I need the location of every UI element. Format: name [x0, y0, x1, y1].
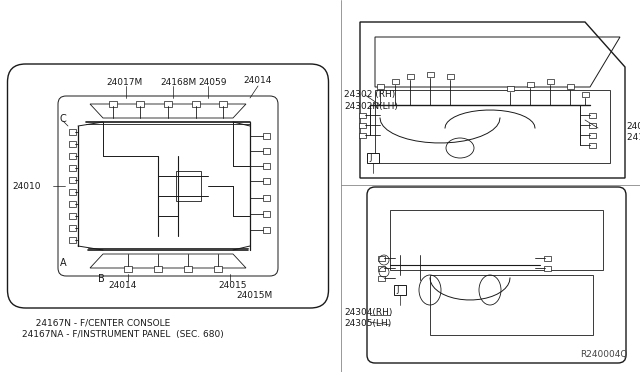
Text: 24014: 24014 [243, 76, 271, 85]
Text: 24014: 24014 [108, 281, 136, 290]
Text: 24302N(LH): 24302N(LH) [344, 102, 398, 111]
Bar [214, 266, 222, 272]
Bar [394, 285, 406, 295]
Text: 24017M: 24017M [106, 78, 142, 87]
Bar [164, 101, 172, 107]
Bar [262, 195, 269, 201]
Bar [392, 78, 399, 83]
Bar [378, 256, 385, 260]
Bar [378, 276, 385, 280]
Text: 24305(LH): 24305(LH) [344, 319, 391, 328]
Bar [376, 83, 383, 89]
Bar [68, 165, 76, 171]
Bar [589, 142, 595, 148]
Bar [68, 153, 76, 159]
Text: J: J [396, 285, 399, 294]
Bar [68, 189, 76, 195]
Bar [68, 213, 76, 219]
Bar [589, 132, 595, 138]
Text: 24302 (RH): 24302 (RH) [344, 90, 396, 99]
Bar [68, 141, 76, 147]
Bar [192, 101, 200, 107]
Text: 24010: 24010 [12, 182, 40, 191]
Bar [547, 78, 554, 83]
Bar [219, 101, 227, 107]
Bar [262, 178, 269, 184]
Bar [582, 92, 589, 96]
Bar [184, 266, 192, 272]
Text: J: J [369, 153, 371, 162]
Text: 24167G (LH): 24167G (LH) [627, 133, 640, 142]
Bar [68, 201, 76, 207]
Bar [527, 81, 534, 87]
Text: 24059: 24059 [198, 78, 227, 87]
Bar [154, 266, 162, 272]
Text: 24015M: 24015M [236, 291, 272, 300]
Bar [109, 101, 117, 107]
Text: R240004Q: R240004Q [580, 350, 627, 359]
Text: 24015: 24015 [218, 281, 246, 290]
Bar [68, 129, 76, 135]
Bar [358, 112, 365, 118]
Bar [124, 266, 132, 272]
Bar [378, 266, 385, 270]
Text: 24168M: 24168M [160, 78, 196, 87]
Text: B: B [98, 274, 105, 284]
Bar [543, 256, 550, 260]
Bar [68, 177, 76, 183]
Bar [426, 71, 433, 77]
Bar [262, 148, 269, 154]
Bar [262, 133, 269, 139]
Bar [68, 237, 76, 243]
Text: 24304(RH): 24304(RH) [344, 308, 392, 317]
Bar [367, 153, 379, 163]
Bar [589, 112, 595, 118]
Text: 24028Q(RH): 24028Q(RH) [627, 122, 640, 131]
Bar [589, 122, 595, 128]
Text: C: C [60, 114, 67, 124]
Text: 24167NA - F/INSTRUMENT PANEL  (SEC. 680): 24167NA - F/INSTRUMENT PANEL (SEC. 680) [22, 330, 224, 339]
Text: 24167N - F/CENTER CONSOLE: 24167N - F/CENTER CONSOLE [30, 318, 170, 327]
Bar [136, 101, 144, 107]
Bar [358, 132, 365, 138]
Bar [358, 122, 365, 128]
Bar [262, 163, 269, 169]
Bar [262, 211, 269, 217]
Bar [543, 266, 550, 270]
Bar [566, 83, 573, 89]
Text: A: A [60, 258, 67, 268]
Bar [68, 225, 76, 231]
Bar [506, 86, 513, 90]
Bar [175, 171, 200, 201]
Bar [406, 74, 413, 78]
Bar [447, 74, 454, 78]
Bar [262, 227, 269, 233]
